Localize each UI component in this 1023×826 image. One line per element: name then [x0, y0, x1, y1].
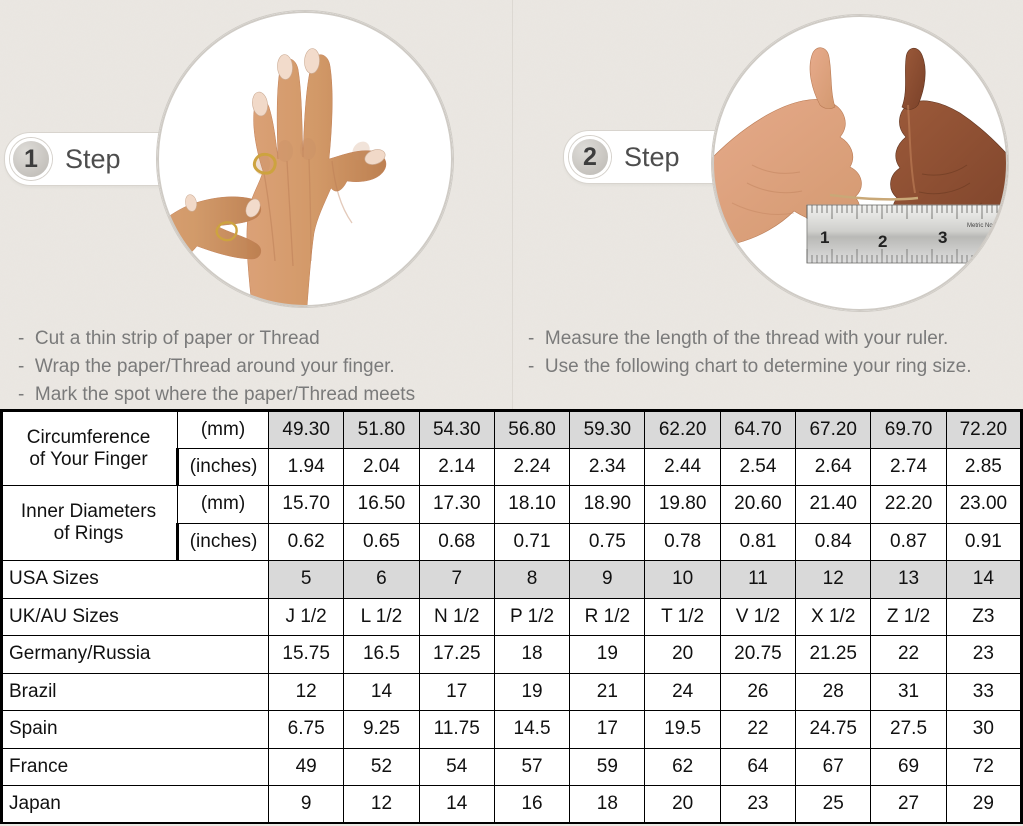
svg-text:1: 1	[820, 228, 829, 247]
svg-text:3: 3	[938, 228, 947, 247]
svg-text:Metric No Ruler: Metric No Ruler	[967, 223, 1008, 229]
svg-text:2: 2	[878, 232, 887, 251]
